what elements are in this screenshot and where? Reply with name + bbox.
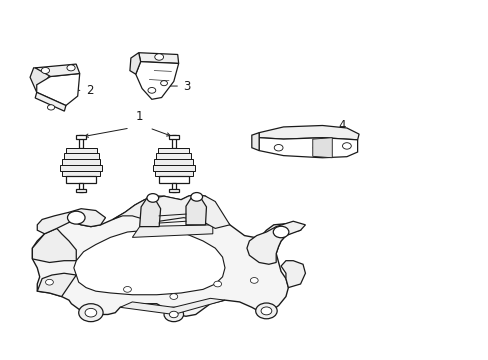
Circle shape (213, 281, 221, 287)
Polygon shape (37, 73, 80, 105)
Circle shape (79, 304, 103, 321)
Bar (76, 189, 86, 192)
Polygon shape (246, 221, 305, 264)
Circle shape (160, 81, 167, 86)
Polygon shape (35, 92, 66, 111)
Text: 2: 2 (86, 84, 93, 97)
Circle shape (342, 143, 350, 149)
Text: 3: 3 (183, 80, 190, 93)
Bar (63, 153, 99, 159)
Circle shape (41, 67, 49, 73)
Polygon shape (185, 196, 206, 225)
Circle shape (190, 193, 202, 201)
Polygon shape (251, 133, 259, 150)
Circle shape (250, 278, 258, 283)
Circle shape (163, 307, 183, 321)
Bar (76, 135, 86, 139)
Bar (79, 183, 83, 192)
Polygon shape (113, 194, 229, 228)
Polygon shape (30, 68, 52, 92)
Polygon shape (132, 225, 212, 237)
Polygon shape (281, 261, 305, 288)
Text: 4: 4 (337, 119, 345, 132)
Text: 1: 1 (136, 110, 143, 123)
Polygon shape (37, 209, 105, 234)
Circle shape (261, 307, 271, 315)
Bar (61, 159, 100, 165)
Bar (158, 148, 189, 153)
Polygon shape (259, 126, 358, 140)
Bar (60, 165, 102, 171)
Circle shape (148, 87, 156, 93)
Circle shape (45, 279, 53, 285)
Circle shape (273, 226, 288, 238)
Polygon shape (139, 53, 178, 63)
Polygon shape (259, 138, 357, 158)
Bar (154, 159, 193, 165)
Bar (65, 148, 97, 153)
Circle shape (155, 54, 163, 60)
Bar (153, 165, 194, 171)
Polygon shape (312, 138, 331, 158)
Polygon shape (136, 62, 178, 99)
Polygon shape (130, 53, 141, 74)
Bar (169, 135, 178, 139)
Polygon shape (37, 273, 76, 297)
Circle shape (313, 144, 322, 151)
Circle shape (123, 287, 131, 292)
Bar (156, 153, 191, 159)
Circle shape (85, 309, 97, 317)
Bar (62, 171, 100, 176)
Bar (66, 176, 96, 183)
Bar (159, 176, 188, 183)
Circle shape (67, 65, 75, 71)
Polygon shape (74, 230, 224, 295)
Bar (171, 183, 176, 192)
Circle shape (147, 194, 158, 202)
Polygon shape (32, 228, 76, 262)
Circle shape (47, 105, 55, 110)
Bar (155, 171, 192, 176)
Circle shape (274, 144, 283, 151)
Polygon shape (35, 64, 80, 77)
Bar (169, 189, 178, 192)
Polygon shape (120, 298, 224, 315)
Circle shape (67, 211, 85, 224)
Circle shape (169, 294, 177, 300)
Circle shape (255, 303, 277, 319)
Circle shape (169, 311, 178, 318)
Bar (171, 135, 176, 148)
Polygon shape (140, 198, 160, 226)
Polygon shape (32, 194, 303, 316)
Bar (79, 135, 83, 148)
